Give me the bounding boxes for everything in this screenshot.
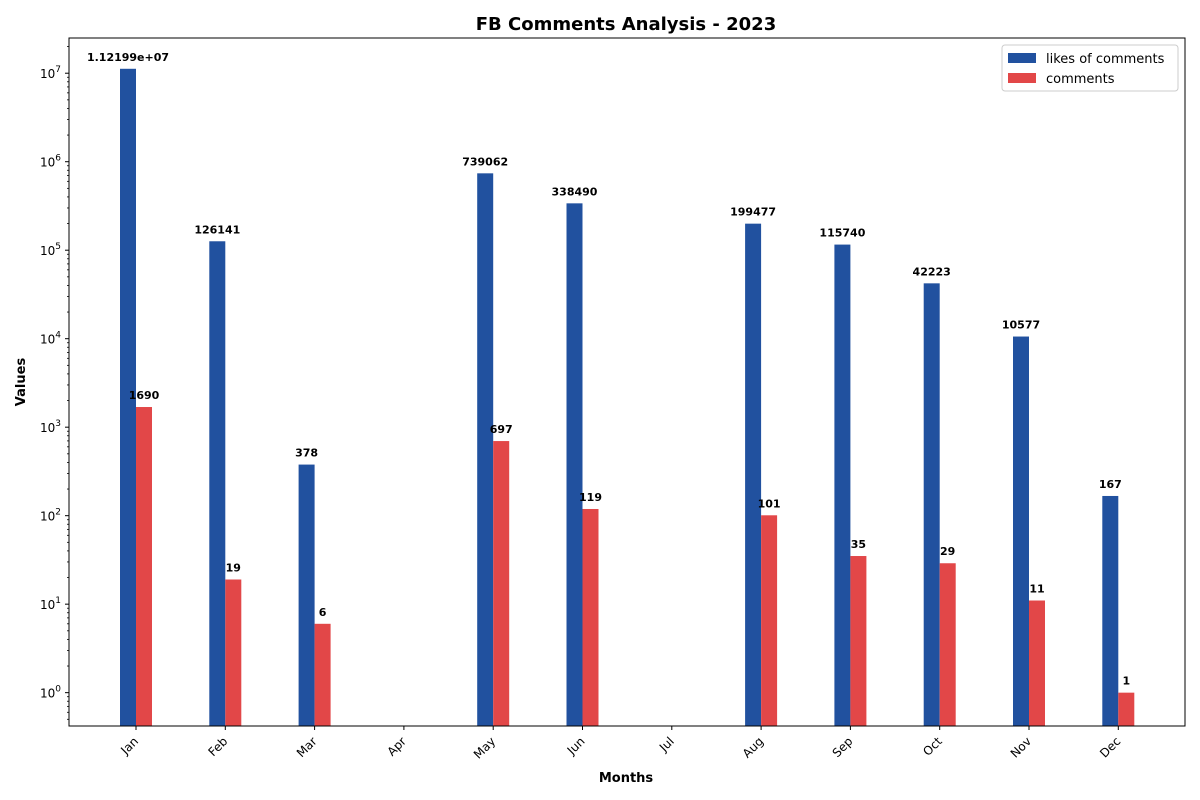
legend-swatch (1008, 73, 1036, 83)
legend-box (1001, 44, 1179, 92)
bar (1118, 692, 1135, 726)
data-label: 6 (319, 606, 327, 619)
bar (136, 407, 152, 726)
x-tick-label: Sep (830, 734, 856, 760)
bar (120, 68, 136, 727)
data-label: 126141 (194, 223, 240, 236)
bar (1029, 600, 1045, 726)
x-tick-label: Jan (117, 734, 141, 758)
bar (850, 556, 867, 726)
data-label: 119 (579, 491, 602, 504)
x-tick-label: Aug (740, 734, 766, 760)
legend-label: likes of comments (1046, 52, 1165, 67)
x-tick-label: May (471, 734, 498, 761)
data-label: 115740 (819, 227, 865, 240)
bar (493, 441, 510, 726)
data-label: 739062 (462, 155, 508, 168)
x-tick-label: Oct (920, 734, 945, 759)
data-label: 29 (940, 545, 955, 558)
plot-area: 100 101 102 103 104 105 106 107 Jan Feb Mar Apr May J… (40, 46, 1135, 762)
bar (1102, 495, 1119, 726)
y-tick-label: 100 (40, 685, 61, 701)
x-tick-label: Jul (656, 734, 677, 755)
bar (477, 173, 494, 726)
bar (761, 515, 778, 726)
data-label: 167 (1099, 478, 1122, 491)
bar (582, 508, 599, 726)
y-tick-label: 106 (40, 154, 61, 170)
data-label: 42223 (913, 265, 951, 278)
data-label: 101 (758, 497, 781, 510)
chart-title: FB Comments Analysis - 2023 (476, 14, 776, 35)
y-tick-label: 103 (40, 419, 61, 435)
bar (923, 283, 940, 726)
bar (298, 464, 315, 726)
bar (745, 223, 762, 726)
x-tick-label: Apr (384, 734, 409, 759)
data-label: 1 (1122, 675, 1130, 688)
y-tick-label: 101 (40, 596, 61, 612)
data-label: 378 (295, 447, 318, 460)
x-tick-label: Feb (205, 734, 230, 759)
bar (1013, 336, 1029, 726)
data-label: 338490 (552, 185, 598, 198)
bar (834, 244, 851, 726)
y-tick-label: 107 (40, 65, 61, 81)
x-tick-label: Nov (1008, 734, 1034, 760)
legend: likes of comments comments (1001, 44, 1179, 92)
data-label: 199477 (730, 206, 776, 219)
y-tick-label: 105 (40, 242, 61, 258)
data-label: 1690 (129, 389, 160, 402)
x-tick-label: Jun (564, 734, 588, 758)
bar (314, 623, 331, 726)
bar (939, 563, 956, 726)
y-tick-label: 102 (40, 508, 61, 524)
data-label: 697 (490, 423, 513, 436)
legend-swatch (1008, 53, 1036, 63)
plot-frame (68, 37, 1186, 727)
bar (209, 241, 226, 726)
x-axis-label: Months (599, 771, 654, 786)
data-label: 35 (851, 538, 866, 551)
data-label: 10577 (1002, 319, 1040, 332)
data-label: 1.12199e+07 (87, 51, 169, 64)
data-label: 19 (226, 562, 241, 575)
legend-label: comments (1046, 72, 1115, 87)
bar (566, 203, 583, 726)
x-tick-label: Mar (294, 734, 320, 760)
x-tick-label: Dec (1097, 734, 1123, 760)
y-tick-label: 104 (40, 331, 61, 347)
data-label: 11 (1029, 583, 1044, 596)
y-axis-label: Values (14, 358, 29, 407)
bar (225, 579, 242, 726)
